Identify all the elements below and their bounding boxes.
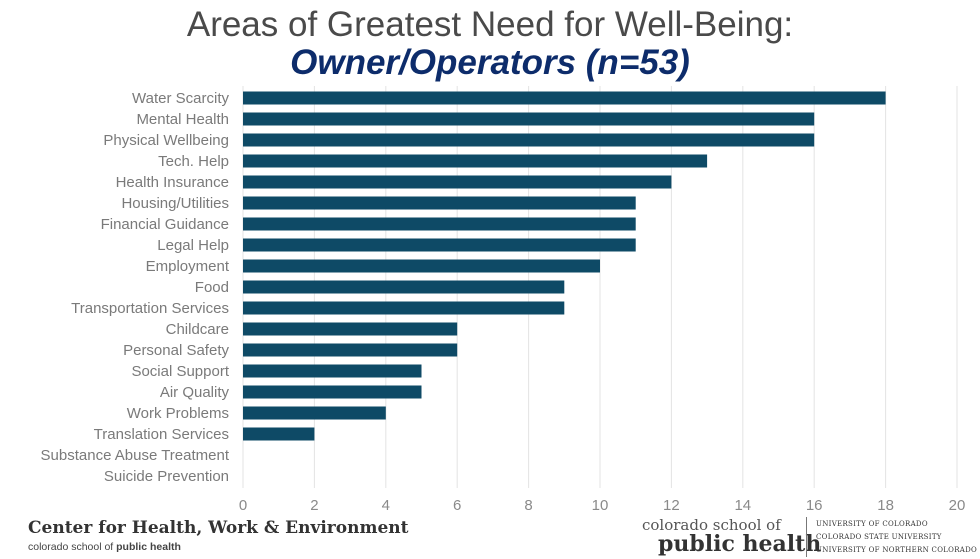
bar: [243, 427, 315, 441]
category-label: Food: [195, 279, 229, 296]
x-tick-label: 14: [734, 497, 751, 514]
chart-title: Areas of Greatest Need for Well-Being:: [186, 5, 794, 44]
category-label: Substance Abuse Treatment: [41, 447, 230, 464]
category-label: Financial Guidance: [101, 216, 229, 233]
bar: [243, 196, 636, 210]
bar: [243, 385, 422, 399]
bar: [243, 133, 815, 147]
bars: [243, 91, 886, 441]
x-tick-label: 12: [663, 497, 680, 514]
category-label: Work Problems: [127, 405, 229, 422]
bar: [243, 301, 565, 315]
csph-logo-top: colorado school of: [642, 516, 781, 534]
university-cu: UNIVERSITY OF COLORADO: [816, 520, 928, 528]
category-label: Mental Health: [136, 111, 229, 128]
bar: [243, 91, 886, 105]
center-name: Center for Health, Work & Environment: [28, 518, 409, 538]
category-label: Social Support: [131, 363, 229, 380]
category-label: Personal Safety: [123, 342, 229, 359]
category-label: Tech. Help: [158, 153, 229, 170]
category-label: Water Scarcity: [132, 90, 229, 107]
bar: [243, 322, 458, 336]
logo-divider: [806, 517, 807, 557]
x-tick-label: 2: [310, 497, 318, 514]
category-label: Transportation Services: [71, 300, 229, 317]
bar: [243, 406, 386, 420]
bar: [243, 217, 636, 231]
x-tick-label: 18: [877, 497, 894, 514]
bar: [243, 259, 600, 273]
category-label: Housing/Utilities: [121, 195, 229, 212]
center-affiliation: colorado school of public health: [28, 541, 181, 553]
x-tick-label: 16: [806, 497, 823, 514]
bar: [243, 112, 815, 126]
category-label: Employment: [146, 258, 230, 275]
bar: [243, 364, 422, 378]
category-label: Translation Services: [94, 426, 229, 443]
bar: [243, 175, 672, 189]
category-label: Childcare: [166, 321, 229, 338]
category-label: Physical Wellbeing: [103, 132, 229, 149]
x-tick-label: 20: [949, 497, 966, 514]
x-tick-label: 10: [592, 497, 609, 514]
bar-chart: Water Scarcity Mental Health Physical Well…: [41, 86, 966, 514]
gridlines: [242, 86, 958, 488]
category-label: Health Insurance: [116, 174, 229, 191]
x-tick-labels: 0 2 4 6 8 10 12 14 16 18 20: [239, 497, 966, 514]
x-tick-label: 4: [382, 497, 390, 514]
chart-subtitle: Owner/Operators (n=53): [290, 43, 690, 82]
university-csu: COLORADO STATE UNIVERSITY: [816, 533, 942, 541]
university-unc: UNIVERSITY OF NORTHERN COLORADO: [816, 546, 978, 554]
category-label: Air Quality: [160, 384, 230, 401]
category-label: Legal Help: [157, 237, 229, 254]
category-labels: Water Scarcity Mental Health Physical Well…: [41, 90, 230, 485]
bar: [243, 280, 565, 294]
x-tick-label: 8: [524, 497, 532, 514]
bar: [243, 154, 708, 168]
category-label: Suicide Prevention: [104, 468, 229, 485]
csph-logo-bottom: public health: [658, 531, 822, 557]
x-tick-label: 0: [239, 497, 247, 514]
bar: [243, 238, 636, 252]
bar: [243, 343, 458, 357]
x-tick-label: 6: [453, 497, 461, 514]
